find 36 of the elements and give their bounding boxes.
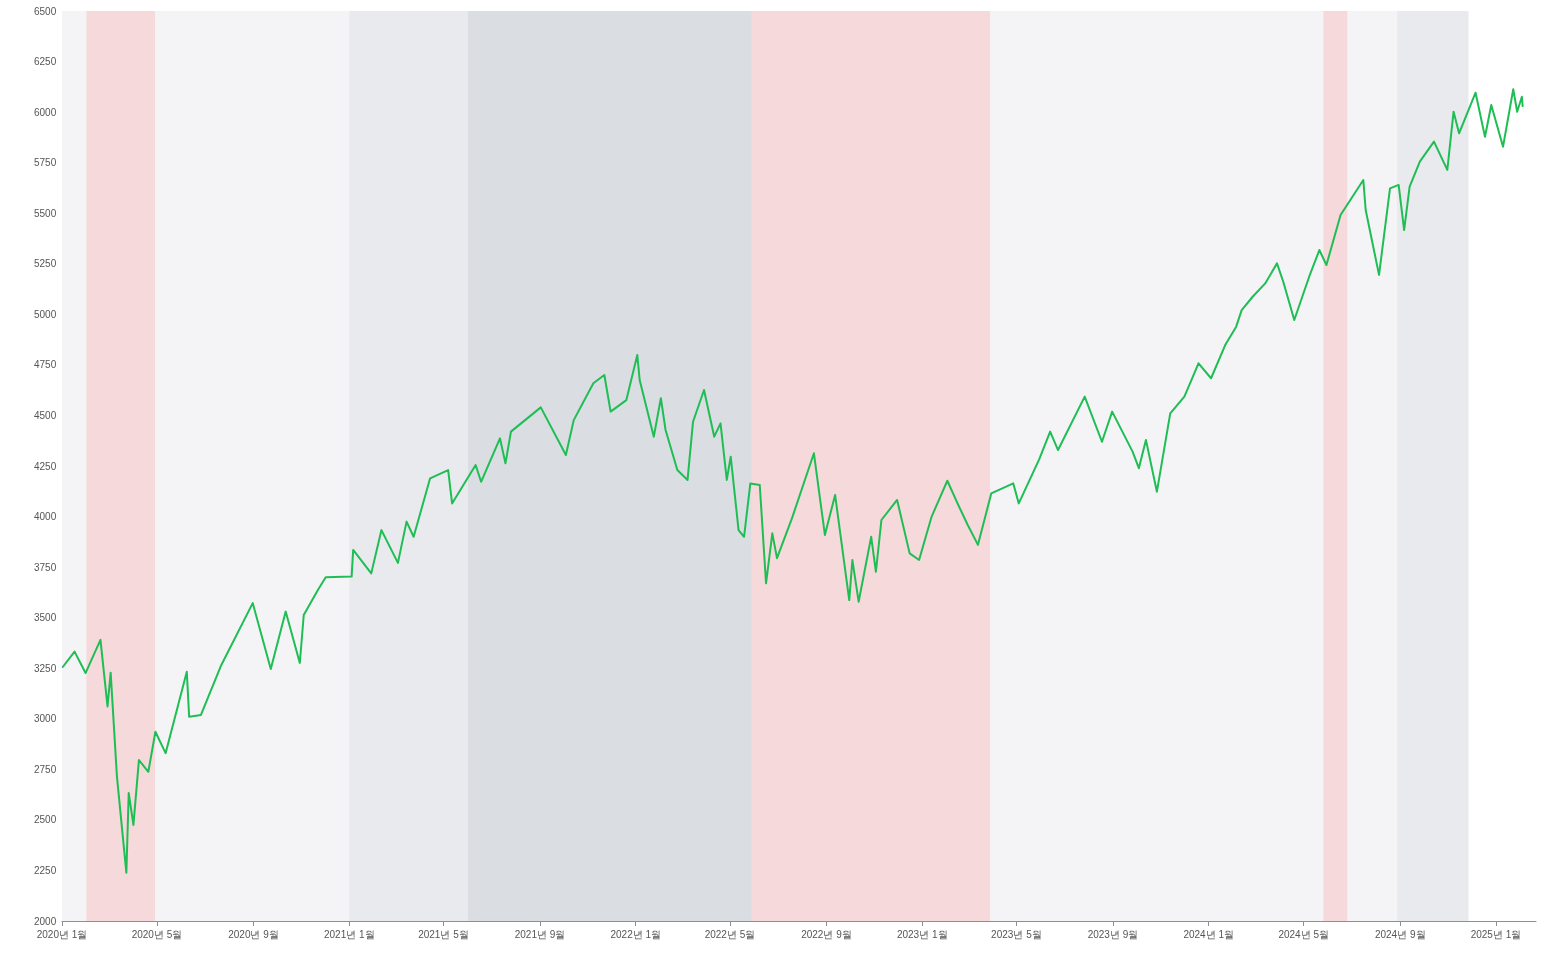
x-tick-label: 2024년 5월: [1278, 928, 1329, 940]
x-tick-label: 2024년 1월: [1183, 928, 1234, 940]
x-tick-label: 2024년 9월: [1374, 928, 1426, 940]
y-tick-label: 2000: [34, 915, 57, 927]
y-tick-label: 3500: [34, 612, 57, 624]
y-tick-label: 5750: [34, 157, 57, 169]
x-tick-label: 2020년 5월: [131, 928, 183, 940]
x-tick-label: 2022년 5월: [704, 928, 756, 940]
y-tick-label: 5500: [34, 207, 57, 219]
y-tick-label: 5000: [34, 308, 57, 320]
x-tick-label: 2021년 5월: [418, 928, 469, 940]
line-series: [61, 88, 1524, 874]
x-tick-label: 2023년 9월: [1087, 928, 1139, 940]
y-tick-label: 3750: [34, 561, 57, 573]
x-tick-label: 2020년 1월: [36, 928, 88, 940]
y-tick-label: 4000: [34, 511, 57, 523]
y-tick-label: 3250: [34, 662, 57, 674]
x-tick-label: 2025년 1월: [1470, 928, 1522, 940]
x-tick-label: 2022년 1월: [610, 928, 662, 940]
y-tick-label: 4250: [34, 460, 57, 472]
x-tick-label: 2023년 1월: [896, 928, 948, 940]
y-tick-label: 3000: [34, 713, 57, 725]
x-tick-label: 2022년 9월: [801, 928, 852, 940]
y-tick-label: 4750: [34, 359, 57, 371]
y-tick-label: 6250: [34, 56, 57, 68]
x-tick-label: 2021년 9월: [514, 928, 566, 940]
y-tick-label: 4500: [34, 409, 57, 421]
y-tick-label: 5250: [34, 258, 57, 270]
y-tick-label: 6500: [34, 5, 57, 17]
x-tick-label: 2023년 5월: [991, 928, 1042, 940]
y-tick-label: 2250: [34, 864, 57, 876]
x-tick-label: 2020년 9월: [228, 928, 279, 940]
y-tick-label: 2500: [34, 814, 57, 826]
y-tick-label: 6000: [34, 106, 57, 118]
x-tick-label: 2021년 1월: [323, 928, 375, 940]
y-tick-label: 2750: [34, 763, 57, 775]
